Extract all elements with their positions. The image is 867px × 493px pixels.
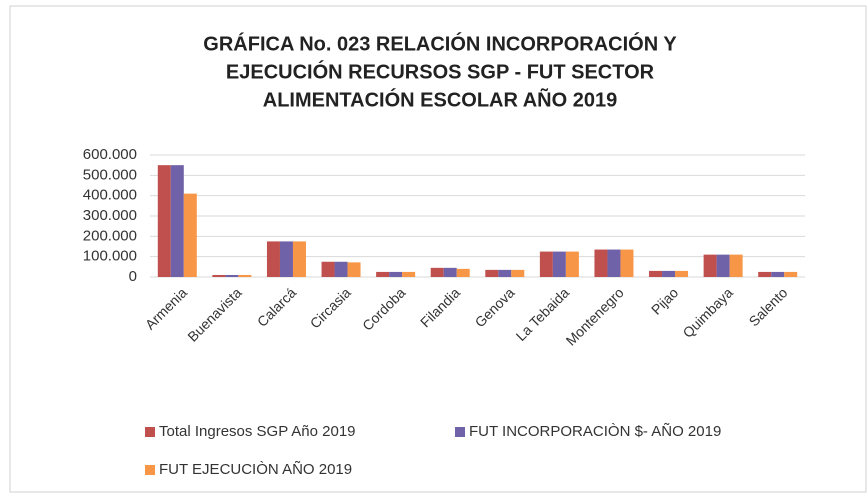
chart-title: EJECUCIÓN RECURSOS SGP - FUT SECTOR xyxy=(226,59,655,83)
y-tick-label: 0 xyxy=(129,268,137,285)
legend-swatch xyxy=(145,427,155,437)
legend-swatch xyxy=(145,465,155,475)
y-tick-label: 500.000 xyxy=(83,166,137,183)
bar xyxy=(649,270,663,277)
bar xyxy=(456,268,470,277)
y-tick-label: 100.000 xyxy=(83,248,137,265)
bar xyxy=(170,165,184,277)
bar xyxy=(703,254,717,277)
bar xyxy=(594,249,608,277)
bar xyxy=(225,274,239,277)
bar xyxy=(183,193,197,277)
legend-label: FUT EJECUCIÒN AÑO 2019 xyxy=(159,461,352,478)
bar xyxy=(292,241,306,277)
bar xyxy=(376,271,390,277)
bar xyxy=(607,249,621,277)
bar xyxy=(157,165,171,277)
y-tick-label: 200.000 xyxy=(83,227,137,244)
bar xyxy=(279,241,293,277)
bar xyxy=(498,269,512,277)
legend-swatch xyxy=(455,427,465,437)
chart-title: GRÁFICA No. 023 RELACIÓN INCORPORACIÓN Y xyxy=(203,31,677,55)
bar xyxy=(716,254,730,277)
bar xyxy=(662,270,676,277)
bar xyxy=(212,274,226,277)
bar xyxy=(389,271,403,277)
bar xyxy=(552,251,566,277)
legend-label: Total Ingresos SGP Año 2019 xyxy=(159,423,356,440)
bar xyxy=(238,274,252,277)
bar xyxy=(430,267,444,277)
bar xyxy=(334,261,348,277)
bar xyxy=(784,271,798,277)
bar xyxy=(402,271,416,277)
y-tick-label: 400.000 xyxy=(83,187,137,204)
bar xyxy=(511,269,525,277)
chart-frame xyxy=(9,5,867,493)
bar xyxy=(565,251,579,277)
bar xyxy=(485,269,499,277)
bar xyxy=(266,241,280,277)
bar xyxy=(771,271,785,277)
y-tick-label: 600.000 xyxy=(83,146,137,163)
bar xyxy=(620,249,634,277)
bar xyxy=(758,271,772,277)
bar xyxy=(347,262,361,277)
bar xyxy=(675,270,689,277)
bar xyxy=(443,267,457,277)
legend-label: FUT INCORPORACIÒN $- AÑO 2019 xyxy=(469,423,721,440)
bar xyxy=(321,261,335,277)
bar xyxy=(729,254,743,277)
bar xyxy=(539,251,553,277)
y-tick-label: 300.000 xyxy=(83,207,137,224)
chart-title: ALIMENTACIÓN ESCOLAR AÑO 2019 xyxy=(263,87,617,111)
